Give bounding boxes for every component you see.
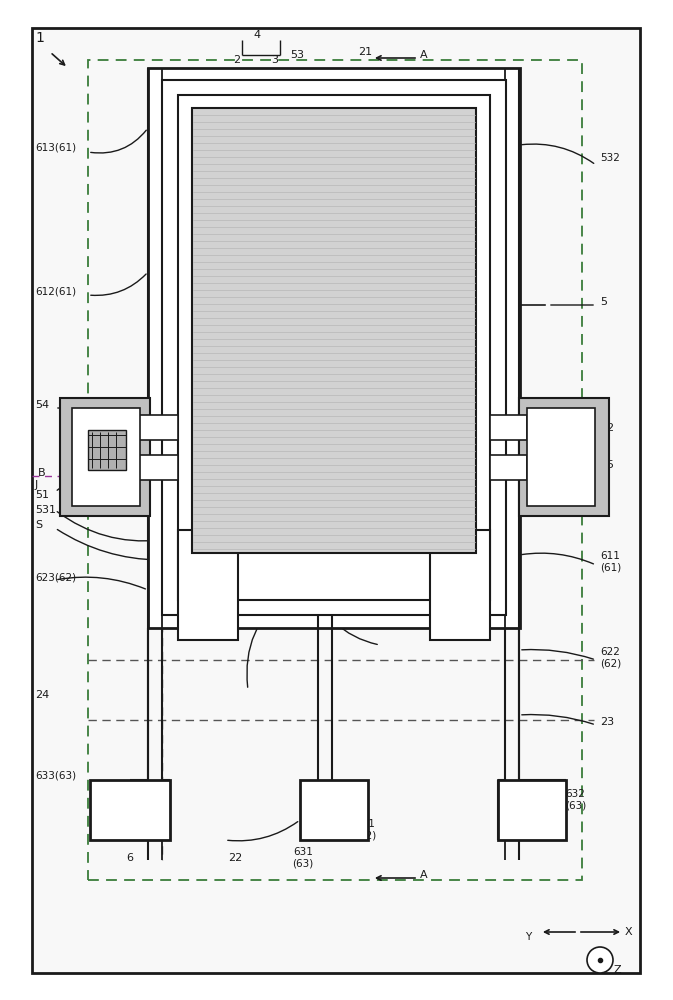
Text: 611
(61): 611 (61) bbox=[600, 551, 621, 573]
Bar bbox=[527, 408, 595, 506]
Bar bbox=[88, 430, 126, 470]
Text: 5: 5 bbox=[600, 297, 607, 307]
Text: Y: Y bbox=[525, 932, 531, 942]
Text: 55: 55 bbox=[600, 460, 614, 470]
Text: 24: 24 bbox=[35, 690, 49, 700]
Text: 2: 2 bbox=[234, 55, 240, 65]
Text: X: X bbox=[625, 927, 633, 937]
Text: 632
(63): 632 (63) bbox=[565, 789, 586, 811]
Bar bbox=[178, 530, 238, 640]
Text: J: J bbox=[35, 480, 38, 490]
Bar bbox=[60, 398, 150, 516]
Text: 531: 531 bbox=[35, 505, 56, 515]
Text: 3: 3 bbox=[271, 55, 279, 65]
Text: 622
(62): 622 (62) bbox=[600, 647, 621, 669]
Bar bbox=[72, 408, 140, 506]
Text: 22: 22 bbox=[228, 853, 242, 863]
Circle shape bbox=[587, 947, 613, 973]
Text: 532: 532 bbox=[600, 153, 620, 163]
Bar bbox=[300, 780, 368, 840]
Text: 21: 21 bbox=[358, 47, 372, 57]
Bar bbox=[490, 455, 527, 480]
Bar bbox=[430, 530, 490, 640]
Text: 633(63): 633(63) bbox=[35, 770, 76, 780]
Text: 612(61): 612(61) bbox=[35, 287, 76, 297]
Bar bbox=[90, 780, 170, 840]
Bar bbox=[498, 780, 566, 840]
Bar bbox=[162, 80, 506, 615]
Text: 1: 1 bbox=[35, 31, 44, 45]
Text: B: B bbox=[38, 468, 46, 478]
Text: 54: 54 bbox=[35, 400, 49, 410]
Bar bbox=[148, 68, 520, 628]
Bar bbox=[519, 398, 609, 516]
Text: 621
(62): 621 (62) bbox=[355, 819, 376, 841]
Text: 4: 4 bbox=[254, 30, 260, 40]
Text: 6: 6 bbox=[127, 853, 133, 863]
Bar bbox=[130, 455, 178, 480]
Bar bbox=[88, 60, 582, 880]
Text: 53: 53 bbox=[290, 50, 304, 60]
Text: S: S bbox=[35, 520, 42, 530]
Bar bbox=[192, 108, 476, 553]
Text: Z: Z bbox=[614, 965, 622, 975]
Bar bbox=[178, 95, 490, 600]
Text: 631
(63): 631 (63) bbox=[292, 847, 314, 869]
Text: 623(62): 623(62) bbox=[35, 573, 76, 583]
Text: 23: 23 bbox=[600, 717, 614, 727]
Text: A: A bbox=[420, 870, 427, 880]
Text: A: A bbox=[420, 50, 427, 60]
Text: 52: 52 bbox=[600, 423, 614, 433]
Text: 51: 51 bbox=[35, 490, 49, 500]
Bar bbox=[490, 415, 527, 440]
Text: 613(61): 613(61) bbox=[35, 143, 76, 153]
Bar bbox=[130, 415, 178, 440]
